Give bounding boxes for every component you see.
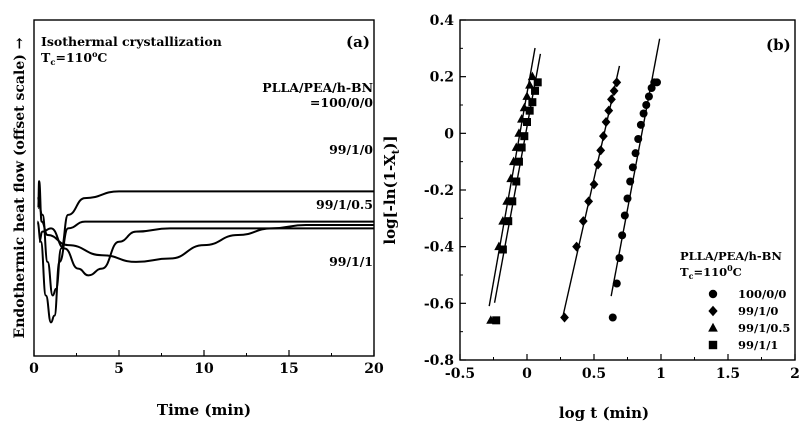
legend-marker-100-0-0 [708, 289, 718, 299]
point-99-1-0 [560, 312, 569, 323]
panel-b-label: (b) [766, 36, 791, 54]
point-99-1-1 [508, 197, 517, 206]
legend-label-100-0-0: 100/0/0 [738, 287, 786, 301]
panel-a-y-axis-label: Endothermic heat flow (offset scale) → [12, 37, 28, 338]
panel-a-x-tick-label-20: 20 [364, 361, 384, 377]
point-99-1-1 [492, 316, 501, 325]
panel-b-y-tick-label--0.4: -0.4 [424, 240, 454, 256]
point-99-1-1 [498, 245, 507, 254]
series-label-99-1-1: 99/1/1 [329, 254, 373, 269]
point-99-1-1 [531, 86, 540, 95]
point-100-0-0 [628, 163, 637, 172]
point-100-0-0 [642, 101, 651, 109]
point-99-1-1 [528, 98, 537, 107]
series-label-100-0-0-ratio: =100/0/0 [310, 95, 373, 110]
point-100-0-0 [636, 120, 645, 129]
panel-b-y-tick-label--0.6: -0.6 [424, 296, 454, 312]
point-100-0-0 [626, 177, 635, 186]
panel-b-y-tick-label--0.2: -0.2 [424, 183, 454, 199]
point-99-1-0.5 [525, 80, 535, 89]
point-100-0-0 [634, 135, 643, 143]
panel-b-x-tick-label-1.5: 1.5 [716, 366, 740, 382]
panel-b-legend: PLLA/PEA/h-BN Tc=1100C 100/0/0 99/1/0 99/1… [680, 249, 790, 352]
panel-b-y-tick-label-0.2: 0.2 [430, 70, 454, 86]
panel-a-annotation-title: Isothermal crystallization [41, 34, 222, 49]
point-99-1-0 [572, 241, 581, 252]
point-100-0-0 [639, 109, 648, 118]
point-100-0-0 [631, 149, 640, 158]
point-99-1-1 [525, 106, 534, 115]
dsc-curve-99-1-0.5 [36, 220, 374, 324]
legend-label-99-1-1: 99/1/1 [738, 338, 778, 352]
panel-a: (a) Isothermal crystallization Tc=110oC … [12, 19, 384, 419]
point-99-1-0 [593, 159, 603, 170]
panel-a-label: (a) [346, 33, 370, 51]
panel-b: (b) log[-ln(1-Xt)] log t (min) -0.5 0 0.5 1… [381, 13, 800, 422]
panel-b-x-tick-label-0.5: 0.5 [582, 366, 606, 382]
panel-b-x-tick-label-2: 2 [790, 366, 800, 382]
legend-marker-99-1-1 [708, 340, 718, 350]
point-99-1-0 [609, 85, 619, 96]
point-99-1-0.5 [527, 71, 537, 81]
point-99-1-0.5 [522, 91, 532, 100]
panel-a-x-tick-label-15: 15 [279, 361, 298, 377]
panel-a-x-axis-label: Time (min) [157, 401, 251, 419]
point-100-0-0 [620, 211, 629, 220]
dsc-curve-99-1-0 [38, 227, 374, 277]
panel-b-x-tick-label-0: 0 [522, 366, 532, 382]
legend-marker-99-1-0.5 [708, 322, 718, 332]
panel-b-x-tick-label--0.5: -0.5 [445, 366, 475, 382]
point-100-0-0 [618, 231, 627, 240]
panel-b-y-tick-label--0.8: -0.8 [424, 353, 454, 369]
series-label-100-0-0: PLLA/PEA/h-BN [262, 80, 373, 95]
point-100-0-0 [644, 92, 653, 101]
point-99-1-1 [520, 132, 529, 141]
point-100-0-0 [612, 279, 621, 288]
point-99-1-1 [512, 177, 521, 186]
panel-a-frame [33, 19, 375, 357]
point-100-0-0 [652, 78, 661, 87]
point-99-1-0 [604, 105, 614, 116]
panel-b-y-tick-label-0: 0 [444, 126, 454, 142]
panel-b-y-axis-label: log[-ln(1-Xt)] [381, 135, 402, 244]
legend-title: PLLA/PEA/h-BN [680, 249, 782, 263]
point-99-1-0 [598, 131, 608, 142]
panel-a-x-tick-label-0: 0 [29, 361, 39, 377]
legend-marker-99-1-0 [708, 305, 718, 317]
point-100-0-0 [623, 194, 632, 203]
legend-label-99-1-0: 99/1/0 [738, 304, 778, 318]
panel-b-x-axis-label: log t (min) [559, 404, 649, 422]
panel-b-x-tick-label-1: 1 [656, 366, 666, 382]
dsc-curve-99-1-1 [36, 190, 374, 297]
panel-a-x-tick-label-10: 10 [194, 361, 214, 377]
legend-label-99-1-0.5: 99/1/0.5 [738, 321, 790, 335]
point-99-1-0 [584, 196, 594, 207]
point-100-0-0 [615, 254, 624, 262]
point-99-1-1 [517, 143, 526, 152]
point-99-1-0 [601, 117, 611, 127]
point-99-1-1 [514, 157, 523, 166]
point-100-0-0 [608, 313, 617, 322]
panel-a-x-tick-label-5: 5 [114, 361, 124, 377]
point-99-1-0 [596, 145, 606, 156]
point-99-1-0 [589, 179, 599, 190]
point-99-1-0 [578, 216, 588, 227]
panel-b-y-tick-label-0.4: 0.4 [430, 13, 455, 29]
point-99-1-0 [607, 94, 616, 105]
point-99-1-1 [504, 217, 513, 226]
series-label-99-1-0: 99/1/0 [329, 142, 373, 157]
point-99-1-1 [523, 118, 531, 126]
point-99-1-0 [612, 77, 622, 88]
legend-tc: Tc=1100C [680, 263, 742, 281]
point-99-1-1 [533, 78, 542, 87]
panel-a-annotation-tc: Tc=110oC [41, 49, 107, 68]
series-label-99-1-0.5: 99/1/0.5 [316, 197, 373, 212]
